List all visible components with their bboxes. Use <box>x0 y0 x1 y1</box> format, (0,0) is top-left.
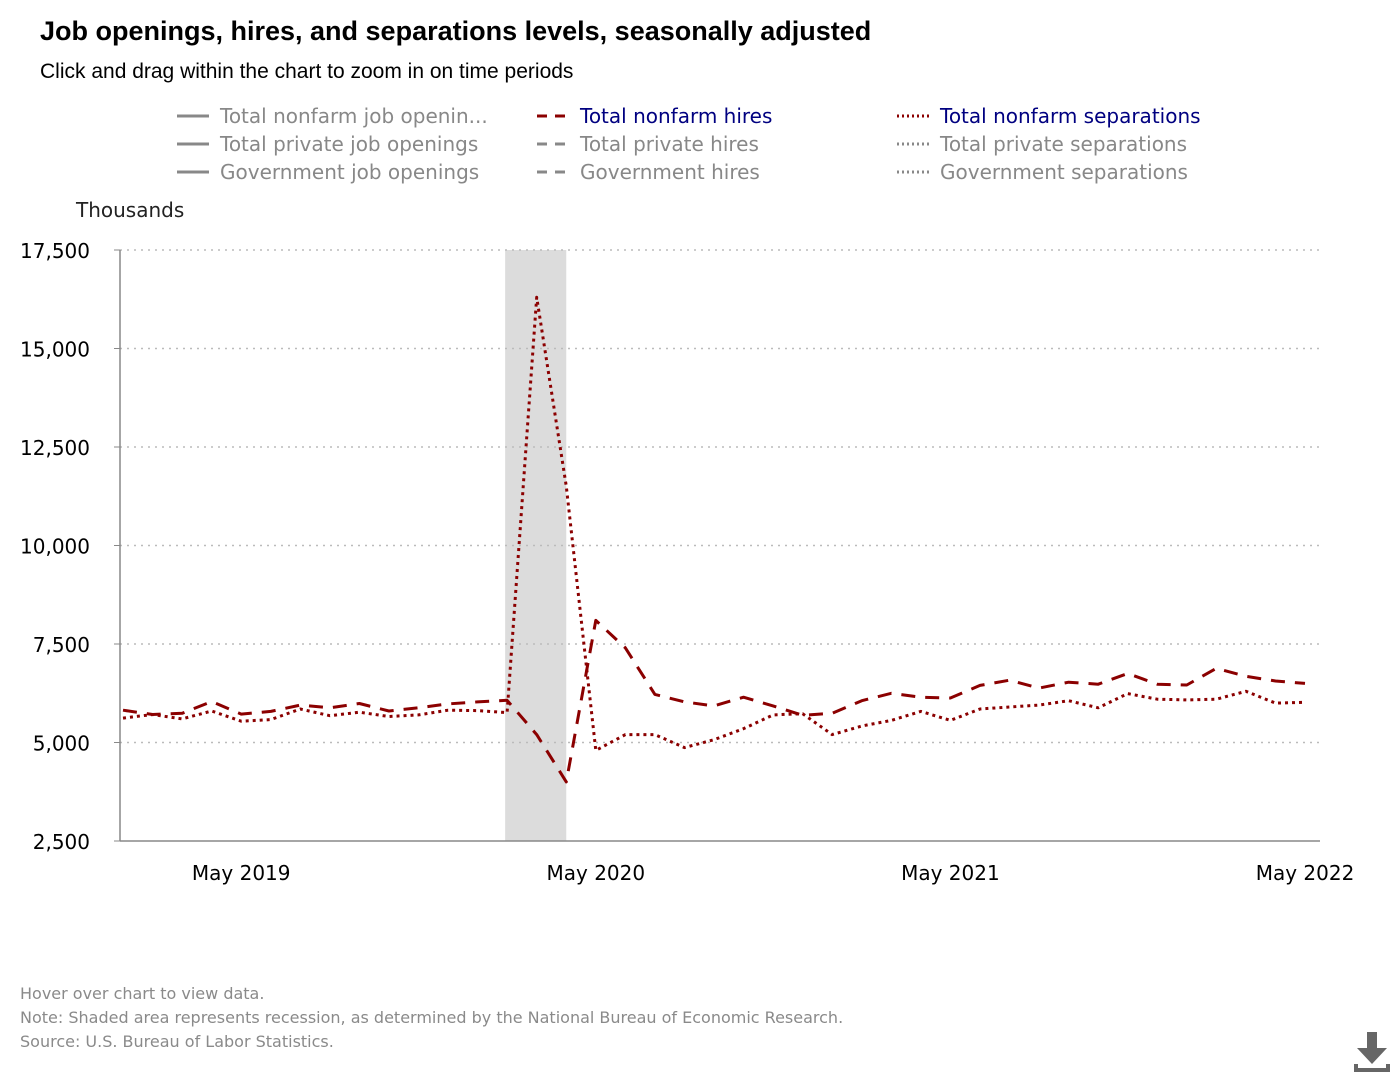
legend-label: Total nonfarm job openin... <box>220 104 488 128</box>
legend-symbol-icon <box>897 170 929 174</box>
y-tick-label: 5,000 <box>33 732 90 756</box>
legend-label: Total nonfarm hires <box>580 104 773 128</box>
chart-subtitle: Click and drag within the chart to zoom … <box>40 60 574 83</box>
x-tick-label: May 2021 <box>901 861 1000 885</box>
legend-symbol-icon <box>177 142 209 146</box>
x-tick-label: May 2020 <box>546 861 645 885</box>
legend-label: Total nonfarm separations <box>940 104 1201 128</box>
y-tick-label: 2,500 <box>33 830 90 854</box>
legend-symbol-icon <box>177 114 209 118</box>
legend-item[interactable]: Government separations <box>896 160 1188 184</box>
legend-label: Government separations <box>940 160 1188 184</box>
y-axis-unit-label: Thousands <box>76 198 185 222</box>
legend-item[interactable]: Total nonfarm hires <box>536 104 772 128</box>
legend-item[interactable]: Government hires <box>536 160 760 184</box>
legend-symbol-icon <box>537 142 569 146</box>
legend: Total nonfarm job openin... Total nonfarm… <box>176 104 1276 194</box>
series-line-hires <box>122 618 1306 784</box>
hover-hint: Hover over chart to view data. <box>20 984 265 1003</box>
legend-label: Government hires <box>580 160 760 184</box>
legend-item[interactable]: Total private hires <box>536 132 759 156</box>
y-tick-label: 7,500 <box>33 633 90 657</box>
legend-symbol-icon <box>537 170 569 174</box>
line-chart[interactable]: 2,500 5,000 7,500 10,000 12,500 15,000 17,500 M… <box>0 0 1400 960</box>
legend-symbol-icon <box>897 114 929 118</box>
x-tick-label: May 2022 <box>1256 861 1355 885</box>
y-tick-label: 17,500 <box>20 239 90 263</box>
legend-symbol-icon <box>537 114 569 118</box>
legend-item[interactable]: Total private job openings <box>176 132 478 156</box>
legend-symbol-icon <box>177 170 209 174</box>
download-icon[interactable] <box>1352 1030 1392 1074</box>
y-tick-label: 10,000 <box>20 535 90 559</box>
source-note: Source: U.S. Bureau of Labor Statistics. <box>20 1032 334 1051</box>
legend-label: Total private hires <box>580 132 759 156</box>
y-tick-label: 12,500 <box>20 436 90 460</box>
legend-item[interactable]: Total nonfarm separations <box>896 104 1201 128</box>
series-line-separations <box>122 295 1306 752</box>
x-tick-label: May 2019 <box>192 861 291 885</box>
legend-label: Government job openings <box>220 160 480 184</box>
legend-item[interactable]: Total private separations <box>896 132 1187 156</box>
legend-label: Total private separations <box>940 132 1188 156</box>
recession-shading <box>505 250 567 841</box>
y-tick-label: 15,000 <box>20 338 90 362</box>
recession-note: Note: Shaded area represents recession, … <box>20 1008 844 1027</box>
legend-symbol-icon <box>897 142 929 146</box>
legend-item[interactable]: Government job openings <box>176 160 479 184</box>
legend-label: Total private job openings <box>220 132 479 156</box>
chart-title: Job openings, hires, and separations lev… <box>40 16 872 46</box>
legend-item[interactable]: Total nonfarm job openin... <box>176 104 488 128</box>
